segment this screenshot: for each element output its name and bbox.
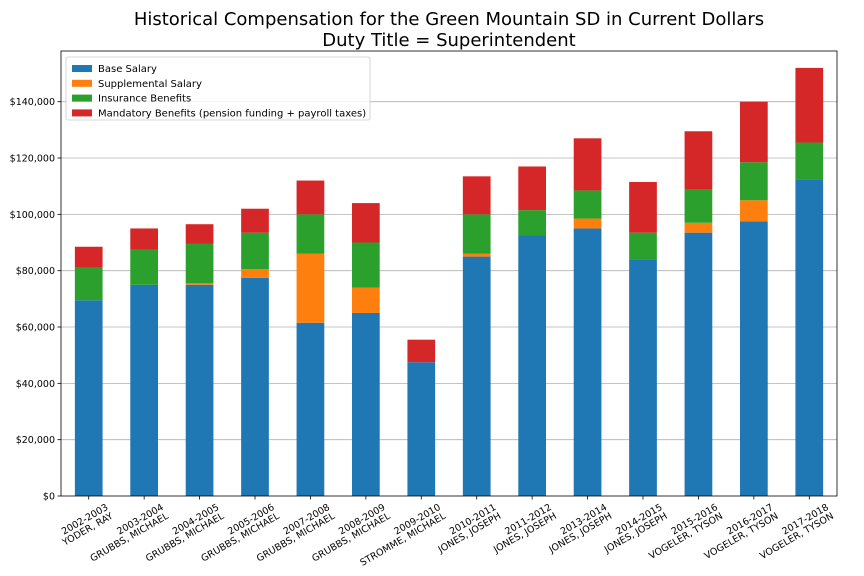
legend-label-2: Insurance Benefits: [98, 94, 191, 105]
bar-segment-series-3-cat-1: [130, 228, 158, 250]
legend: Base Salary Supplemental Salary Insurance …: [65, 56, 371, 121]
bar-segment-series-0-cat-1: [130, 284, 158, 496]
y-tick-label: $80,000: [16, 266, 55, 277]
bar-segment-series-1-cat-3: [241, 269, 269, 278]
bar-segment-series-2-cat-12: [740, 162, 768, 201]
bar-segment-series-0-cat-3: [241, 277, 269, 496]
bar-segment-series-3-cat-9: [573, 138, 602, 191]
bar-segment-series-2-cat-1: [130, 249, 158, 285]
bar-segment-series-3-cat-12: [740, 101, 768, 163]
bar-segment-series-0-cat-11: [684, 232, 713, 497]
bar-segment-series-3-cat-10: [629, 181, 657, 233]
bar-segment-series-3-cat-4: [296, 180, 325, 215]
bar-segment-series-3-cat-7: [462, 176, 491, 215]
bar-segment-series-3-cat-3: [241, 208, 269, 233]
bar-segment-series-0-cat-9: [573, 228, 602, 496]
legend-label-1: Supplemental Salary: [98, 79, 202, 90]
bar-segment-series-2-cat-9: [573, 190, 602, 219]
bar-segment-series-0-cat-6: [407, 362, 436, 496]
bar-segment-series-2-cat-13: [795, 142, 824, 180]
bar-segment-series-0-cat-5: [352, 312, 380, 496]
bar-segment-series-3-cat-13: [795, 67, 824, 143]
bar-segment-series-2-cat-7: [462, 214, 491, 254]
bar-segment-series-1-cat-12: [740, 200, 768, 222]
y-tick-label: $120,000: [10, 154, 55, 165]
bar-segment-series-0-cat-12: [740, 221, 768, 496]
legend-box: [65, 56, 371, 121]
legend-swatch-0: [72, 65, 92, 72]
bar-segment-series-1-cat-2: [185, 283, 214, 285]
bar-segment-series-2-cat-2: [185, 243, 214, 284]
bar-segment-series-2-cat-10: [629, 232, 657, 260]
y-tick-label: $20,000: [16, 435, 55, 446]
bar-segment-series-0-cat-13: [795, 179, 824, 496]
bar-segment-series-3-cat-0: [74, 246, 103, 268]
legend-swatch-3: [72, 109, 92, 117]
y-tick-label: $0: [43, 492, 55, 503]
bar-segment-series-1-cat-4: [296, 253, 325, 323]
legend-label-3: Mandatory Benefits (pension funding + pa…: [98, 108, 366, 119]
bar-segment-series-2-cat-8: [518, 210, 546, 236]
legend-swatch-1: [72, 79, 92, 87]
y-tick-label: $100,000: [10, 210, 55, 221]
bar-segment-series-3-cat-8: [518, 166, 546, 211]
chart-title-line-2: Duty Title = Superintendent: [322, 30, 575, 51]
plot-frame: [60, 50, 838, 497]
bar-segment-series-2-cat-3: [241, 232, 269, 270]
bars-layer: [74, 67, 824, 497]
bar-segment-series-1-cat-9: [573, 218, 602, 229]
bar-segment-series-0-cat-8: [518, 235, 546, 496]
bar-segment-series-0-cat-2: [185, 284, 214, 496]
bar-segment-series-2-cat-11: [684, 189, 713, 223]
bar-segment-series-0-cat-0: [74, 300, 103, 496]
legend-label-0: Base Salary: [98, 64, 157, 75]
bar-segment-series-3-cat-11: [684, 131, 713, 190]
y-tick-label: $40,000: [16, 379, 55, 390]
bar-segment-series-1-cat-7: [462, 253, 491, 257]
bar-segment-series-0-cat-4: [296, 322, 325, 496]
bar-segment-series-3-cat-6: [407, 339, 436, 363]
bar-segment-series-0-cat-7: [462, 256, 491, 496]
x-tick-label: 2002-2003YODER, RAY: [55, 502, 115, 549]
bar-segment-series-2-cat-5: [352, 242, 380, 288]
y-tick-label: $140,000: [10, 97, 55, 108]
bar-segment-series-1-cat-11: [684, 222, 713, 233]
bar-segment-series-1-cat-5: [352, 287, 380, 313]
legend-swatch-2: [72, 94, 92, 102]
bar-segment-series-3-cat-5: [352, 203, 380, 243]
bar-segment-series-2-cat-0: [74, 267, 103, 301]
bar-segment-series-2-cat-4: [296, 214, 325, 254]
chart-title-line-1: Historical Compensation for the Green Mo…: [134, 9, 764, 30]
grid-layer: [61, 101, 837, 441]
bar-segment-series-3-cat-2: [185, 224, 214, 244]
bar-segment-series-0-cat-10: [629, 259, 657, 496]
y-tick-label: $60,000: [16, 323, 55, 334]
